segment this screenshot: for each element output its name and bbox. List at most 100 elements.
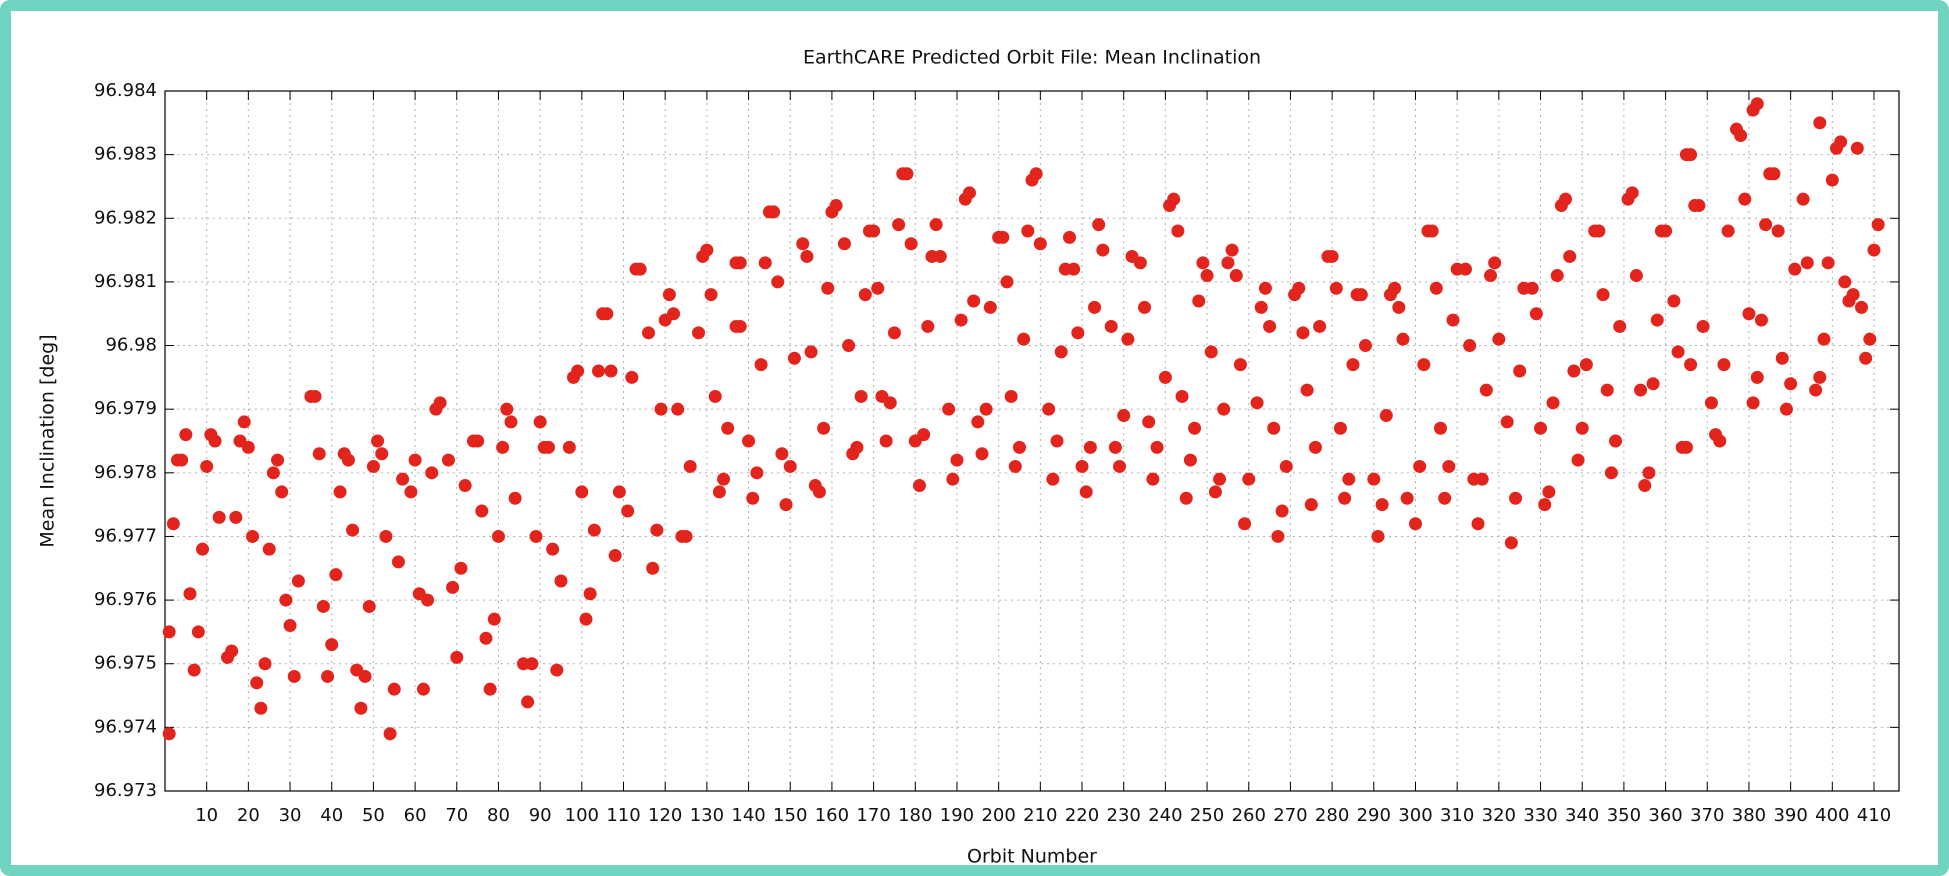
data-point — [1863, 332, 1877, 346]
data-point — [1296, 326, 1310, 340]
data-point — [837, 237, 851, 251]
data-point — [929, 218, 943, 232]
data-point — [1150, 440, 1164, 454]
x-tick-label: 270 — [1273, 805, 1307, 826]
data-point — [1158, 370, 1172, 384]
data-point — [1400, 491, 1414, 505]
data-point — [692, 326, 706, 340]
data-point — [850, 440, 864, 454]
data-point — [262, 542, 276, 556]
data-point — [1021, 224, 1035, 238]
data-point — [433, 396, 447, 410]
data-point — [1304, 498, 1318, 512]
data-point — [1846, 288, 1860, 302]
data-point — [1825, 173, 1839, 187]
data-point — [404, 485, 418, 499]
data-point — [425, 466, 439, 480]
data-point — [733, 256, 747, 270]
y-axis-label: Mean Inclination [deg] — [37, 334, 59, 547]
data-point — [754, 358, 768, 372]
x-tick-label: 130 — [690, 805, 724, 826]
x-tick-label: 310 — [1440, 805, 1474, 826]
data-point — [1771, 224, 1785, 238]
data-point — [191, 625, 205, 639]
data-point — [1538, 498, 1552, 512]
data-point — [1171, 224, 1185, 238]
data-point — [354, 701, 368, 715]
x-tick-label: 410 — [1857, 805, 1891, 826]
data-point — [379, 529, 393, 543]
data-point — [1188, 421, 1202, 435]
data-point — [371, 434, 385, 448]
data-point — [1229, 269, 1243, 283]
data-point — [1308, 440, 1322, 454]
data-point — [1371, 529, 1385, 543]
x-tick-label: 90 — [529, 805, 552, 826]
x-tick-label: 160 — [815, 805, 849, 826]
data-point — [1092, 218, 1106, 232]
data-point — [892, 218, 906, 232]
data-point — [266, 466, 280, 480]
x-tick-label: 230 — [1107, 805, 1141, 826]
data-point — [529, 529, 543, 543]
plot-frame — [164, 90, 1900, 792]
data-point — [821, 281, 835, 295]
data-point — [1104, 319, 1118, 333]
data-point — [650, 523, 664, 537]
data-point — [321, 669, 335, 683]
data-point — [1600, 383, 1614, 397]
data-point — [308, 389, 322, 403]
data-point — [283, 619, 297, 633]
data-point — [900, 167, 914, 181]
data-point — [1050, 434, 1064, 448]
data-point — [608, 549, 622, 563]
data-point — [975, 447, 989, 461]
data-point — [1750, 97, 1764, 111]
data-point — [229, 510, 243, 524]
data-point — [767, 205, 781, 219]
data-point — [275, 485, 289, 499]
data-point — [1046, 472, 1060, 486]
data-point — [1854, 300, 1868, 314]
data-point — [1146, 472, 1160, 486]
x-tick-label: 100 — [565, 805, 599, 826]
data-point — [800, 249, 814, 263]
data-point — [416, 682, 430, 696]
data-point — [654, 402, 668, 416]
data-point — [1625, 186, 1639, 200]
data-point — [458, 479, 472, 493]
data-point — [817, 421, 831, 435]
x-tick-label: 360 — [1648, 805, 1682, 826]
data-point — [325, 638, 339, 652]
data-point — [383, 727, 397, 741]
data-point — [1696, 319, 1710, 333]
data-point — [1838, 275, 1852, 289]
data-point — [1492, 332, 1506, 346]
data-point — [1604, 466, 1618, 480]
x-tick-label: 190 — [940, 805, 974, 826]
data-point — [1821, 256, 1835, 270]
data-point — [316, 599, 330, 613]
data-point — [329, 568, 343, 582]
data-point — [362, 599, 376, 613]
data-point — [408, 453, 422, 467]
data-point — [921, 319, 935, 333]
x-tick-label: 140 — [731, 805, 765, 826]
data-point — [1546, 396, 1560, 410]
data-point — [333, 485, 347, 499]
data-point — [554, 574, 568, 588]
data-point — [483, 682, 497, 696]
x-tick-label: 110 — [606, 805, 640, 826]
data-point — [1358, 339, 1372, 353]
data-point — [804, 345, 818, 359]
data-point — [291, 574, 305, 588]
data-point — [1563, 249, 1577, 263]
data-point — [1233, 358, 1247, 372]
data-point — [612, 485, 626, 499]
data-point — [1463, 339, 1477, 353]
data-point — [1571, 453, 1585, 467]
data-point — [1204, 345, 1218, 359]
data-point — [646, 561, 660, 575]
data-point — [1379, 409, 1393, 423]
data-point — [633, 262, 647, 276]
